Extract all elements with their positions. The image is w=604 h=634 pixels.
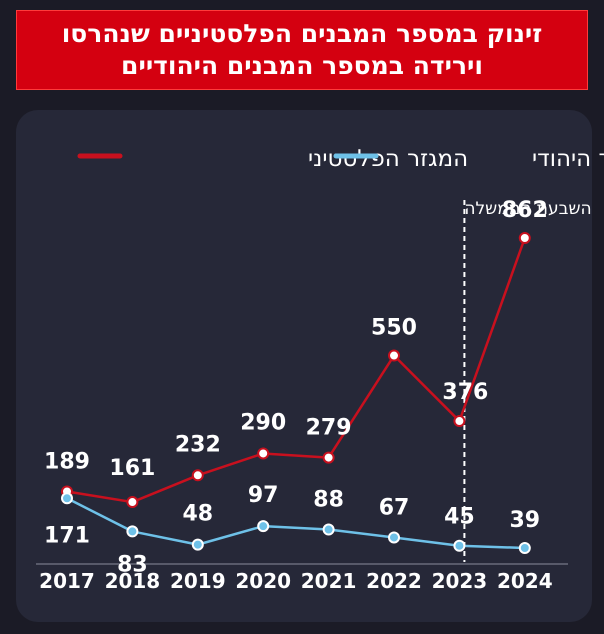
data-point-jewish (61, 492, 73, 505)
x-tick-label: 2022 (366, 569, 422, 593)
data-point-palestinian (388, 349, 400, 362)
headline-line-2: וירידה במספר המבנים היהודיים (121, 51, 483, 80)
data-label-jewish: 171 (44, 523, 90, 548)
data-point-jewish (453, 539, 466, 552)
data-label-jewish: 45 (444, 505, 475, 530)
series-line-palestinian (66, 237, 526, 504)
series-line-jewish (66, 497, 525, 550)
headline-banner: זינוק במספר המבנים הפלסטיניים שנהרסו ויר… (16, 10, 588, 90)
data-point-palestinian (322, 451, 335, 464)
data-point-jewish (388, 531, 400, 544)
x-tick-label: 2020 (235, 569, 291, 593)
data-label-palestinian: 161 (109, 456, 155, 481)
x-tick-label: 2024 (497, 569, 553, 593)
x-tick-label: 2023 (432, 569, 488, 593)
data-point-palestinian (257, 447, 270, 460)
annotation-label: השבעת הממשלה (464, 199, 591, 219)
data-label-palestinian: 862 (502, 198, 548, 223)
x-tick-label: 2019 (170, 569, 226, 593)
x-tick-label: 2017 (39, 569, 95, 593)
data-point-palestinian (518, 232, 531, 244)
data-point-palestinian (126, 496, 139, 509)
legend-label-jewish: המגזר היהודי (532, 146, 604, 172)
headline-line-1: זינוק במספר המבנים הפלסטיניים שנהרסו (61, 19, 543, 48)
data-label-palestinian: 376 (442, 380, 488, 405)
chart-panel (16, 110, 592, 622)
data-point-jewish (322, 523, 335, 536)
x-tick-label: 2018 (105, 569, 161, 593)
data-label-palestinian: 290 (240, 410, 286, 435)
legend-label-palestinian: המגזר הפלסטיני (308, 146, 468, 172)
data-point-jewish (257, 520, 270, 533)
data-label-palestinian: 550 (371, 316, 417, 341)
data-label-jewish: 83 (117, 552, 148, 577)
data-point-jewish (518, 542, 531, 554)
data-label-jewish: 48 (182, 502, 213, 527)
data-label-palestinian: 232 (175, 432, 221, 457)
data-point-palestinian (453, 415, 466, 428)
data-label-jewish: 88 (313, 488, 344, 513)
data-label-jewish: 97 (248, 483, 279, 508)
data-label-palestinian: 189 (44, 449, 90, 474)
data-label-palestinian: 279 (306, 416, 352, 441)
data-point-jewish (126, 525, 139, 538)
x-tick-label: 2021 (301, 569, 357, 593)
legend: המגזר הפלסטיני המגזר היהודי (77, 146, 604, 172)
data-point-jewish (191, 538, 204, 551)
data-label-jewish: 67 (379, 495, 410, 520)
data-label-jewish: 39 (509, 508, 540, 533)
data-point-palestinian (191, 469, 204, 482)
